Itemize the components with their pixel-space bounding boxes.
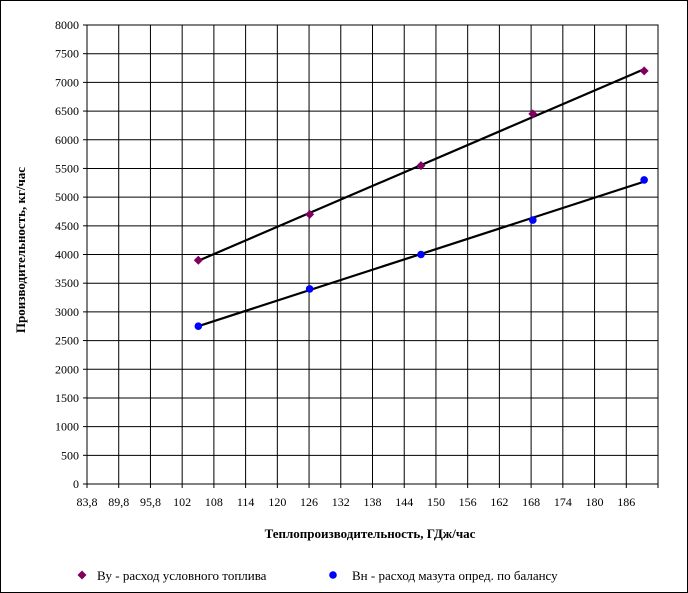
- y-tick-label: 1000: [55, 420, 79, 434]
- y-tick-label: 1500: [55, 391, 79, 405]
- legend-label-mazut: Вн - расход мазута опред. по балансу: [352, 568, 558, 583]
- grid: [86, 24, 659, 485]
- x-tick-label: 89,8: [108, 495, 129, 509]
- x-tick-label: 174: [554, 495, 572, 509]
- y-tick-label: 4500: [55, 219, 79, 233]
- y-tick-label: 4000: [55, 248, 79, 262]
- y-tick-label: 5500: [55, 161, 79, 175]
- x-tick-label: 120: [268, 495, 286, 509]
- y-tick-label: 8000: [55, 18, 79, 32]
- x-tick-label: 108: [205, 495, 223, 509]
- data-point-series-1: [639, 66, 649, 76]
- x-tick-label: 138: [364, 495, 382, 509]
- y-tick-label: 2500: [55, 334, 79, 348]
- y-tick-label: 0: [73, 477, 79, 491]
- x-tick-label: 150: [427, 495, 445, 509]
- x-tick-label: 180: [586, 495, 604, 509]
- x-tick-label: 102: [173, 495, 191, 509]
- legend-circle-marker: [329, 571, 337, 579]
- x-tick-label: 156: [459, 495, 477, 509]
- x-tick-label: 168: [522, 495, 540, 509]
- x-tick-label: 126: [300, 495, 318, 509]
- data-point-series-1: [193, 255, 203, 265]
- data-point-series-1: [305, 209, 315, 219]
- y-tick-label: 7500: [55, 47, 79, 61]
- legend-item-mazut: Вн - расход мазута опред. по балансу: [329, 568, 558, 583]
- data-point-series-1: [416, 161, 426, 171]
- legend: Ву - расход условного топлива Вн - расхо…: [77, 568, 558, 583]
- y-tick-label: 3000: [55, 305, 79, 319]
- legend-label-uslovnoe-toplivo: Ву - расход условного топлива: [97, 568, 267, 583]
- x-tick-label: 95,8: [140, 495, 161, 509]
- x-tick-label: 144: [395, 495, 413, 509]
- x-tick-label: 132: [332, 495, 350, 509]
- y-tick-label: 6500: [55, 104, 79, 118]
- data-point-series-2: [194, 322, 203, 331]
- y-tick-label: 5000: [55, 190, 79, 204]
- y-axis-ticks: 0 500 1000 1500 2000 2500 3000 3500 4000 4500 5000…: [55, 18, 87, 491]
- data-point-series-2: [417, 250, 425, 259]
- x-tick-label: 162: [490, 495, 508, 509]
- legend-item-uslovnoe-toplivo: Ву - расход условного топлива: [77, 568, 267, 583]
- y-tick-label: 7000: [55, 75, 79, 89]
- trendlines: [197, 68, 645, 328]
- y-tick-label: 2000: [55, 362, 79, 376]
- y-tick-label: 6000: [55, 133, 79, 147]
- legend-diamond-marker: [77, 570, 87, 580]
- x-axis-ticks: 83,8 89,8 95,8 102 108 114 120 126 132 138 144 150 1…: [77, 484, 659, 509]
- x-axis-title: Теплопроизводительность, ГДж/час: [265, 526, 476, 541]
- data-point-series-2: [529, 216, 537, 224]
- y-tick-label: 500: [61, 448, 79, 462]
- y-axis-title: Производительность, кг/час: [13, 167, 28, 333]
- x-tick-label: 186: [617, 495, 635, 509]
- x-tick-label: 83,8: [77, 495, 98, 509]
- x-tick-label: 114: [237, 495, 255, 509]
- data-point-series-1: [528, 109, 538, 119]
- data-point-series-2: [305, 285, 314, 293]
- data-points: [193, 66, 649, 331]
- y-tick-label: 3500: [55, 276, 79, 290]
- data-point-series-2: [640, 176, 648, 184]
